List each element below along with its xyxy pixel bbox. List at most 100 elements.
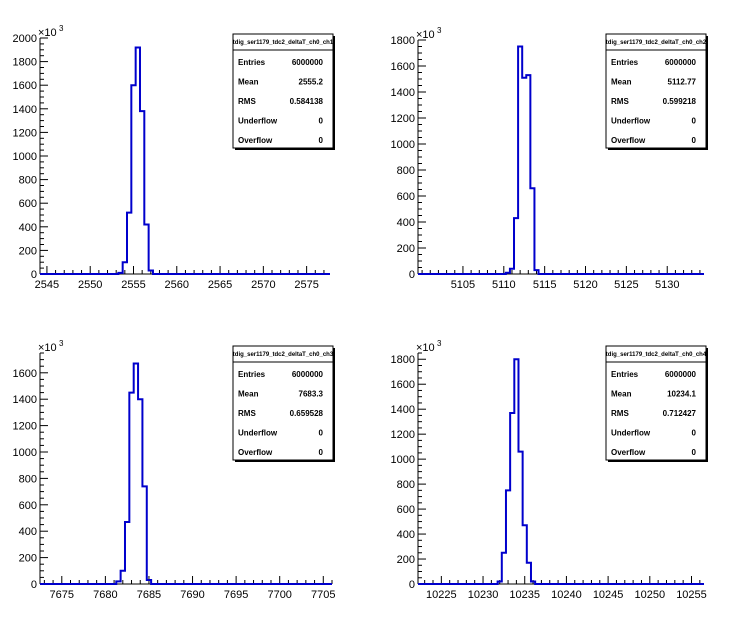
y-multiplier-exponent: 3 — [59, 24, 64, 33]
x-tick-label: 7690 — [180, 589, 204, 601]
histogram-series-line — [40, 362, 332, 585]
stat-label: Underflow — [238, 117, 278, 126]
x-tick-label: 7685 — [137, 589, 161, 601]
stat-value: 6000000 — [292, 370, 324, 379]
histogram-title: tdig_ser1179_tdc2_deltaT_ch0_ch2 — [606, 40, 707, 46]
histogram-series-line — [418, 358, 704, 585]
x-tick-label: 7680 — [93, 589, 117, 601]
stats-box-frame — [232, 33, 334, 149]
stat-label: Mean — [611, 78, 632, 87]
x-tick-label: 10255 — [676, 589, 707, 601]
stats-box: tdig_ser1179_tdc2_deltaT_ch0_ch1 Entries 6… — [232, 33, 335, 150]
y-tick-label: 600 — [19, 500, 37, 512]
y-tick-label: 200 — [397, 554, 415, 566]
histogram-panel-2: 0 200 400 600 800 1000 1200 1400 1600 1800 5105 511… — [391, 26, 708, 291]
y-tick-label: 1200 — [391, 429, 415, 441]
y-multiplier-label: ×10 — [38, 27, 57, 39]
y-tick-label: 1400 — [391, 87, 415, 99]
histogram-panel-4: 0 200 400 600 800 1000 1200 1400 1600 1800 10225 10… — [391, 339, 708, 601]
y-tick-label: 800 — [19, 473, 37, 485]
stat-value: 0 — [692, 136, 697, 145]
stat-label: RMS — [611, 97, 629, 106]
y-tick-label: 1800 — [13, 57, 37, 69]
y-tick-label: 1800 — [391, 35, 415, 47]
x-tick-label: 5130 — [655, 279, 679, 291]
stat-value: 6000000 — [292, 58, 324, 67]
x-tick-label: 5120 — [573, 279, 597, 291]
y-tick-label: 400 — [397, 529, 415, 541]
y-tick-label: 1600 — [391, 379, 415, 391]
stat-label: Underflow — [611, 429, 651, 438]
y-tick-label: 1000 — [391, 139, 415, 151]
y-tick-label: 1600 — [391, 61, 415, 73]
stat-value: 0.712427 — [663, 409, 697, 418]
x-tick-label: 2565 — [208, 279, 232, 291]
y-tick-label: 600 — [397, 191, 415, 203]
stat-value: 0 — [319, 448, 324, 457]
histogram-series-line — [418, 45, 704, 275]
x-tick-label: 10240 — [551, 589, 582, 601]
y-tick-label: 400 — [397, 217, 415, 229]
x-tick-label: 7700 — [267, 589, 291, 601]
x-tick-label: 10230 — [468, 589, 499, 601]
stat-label: Mean — [611, 390, 632, 399]
y-tick-label: 1200 — [13, 127, 37, 139]
x-tick-label: 5125 — [614, 279, 638, 291]
x-tick-label: 2570 — [251, 279, 275, 291]
stat-value: 0 — [692, 117, 697, 126]
stat-value: 0.584138 — [290, 97, 324, 106]
y-tick-label: 600 — [19, 198, 37, 210]
stat-value: 2555.2 — [299, 78, 324, 87]
y-tick-label: 600 — [397, 504, 415, 516]
x-tick-label: 10225 — [426, 589, 457, 601]
stat-label: Underflow — [238, 429, 278, 438]
histogram-panel-3: 0 200 400 600 800 1000 1200 1400 1600 7675 7680 768… — [13, 339, 336, 601]
x-tick-label: 10245 — [593, 589, 624, 601]
histogram-panel-1: 0 200 400 600 800 1000 1200 1400 1600 1800 2000 254… — [13, 24, 335, 291]
stat-value: 0.659528 — [290, 409, 324, 418]
x-tick-label: 2550 — [78, 279, 102, 291]
histogram-title: tdig_ser1179_tdc2_deltaT_ch0_ch1 — [233, 40, 334, 46]
stats-box: tdig_ser1179_tdc2_deltaT_ch0_ch4 Entries 6… — [605, 345, 708, 462]
stat-label: Entries — [611, 58, 639, 67]
y-multiplier-exponent: 3 — [437, 339, 442, 348]
stat-label: Overflow — [238, 448, 273, 457]
stats-box-frame — [605, 345, 707, 461]
x-tick-label: 10250 — [635, 589, 666, 601]
y-tick-label: 1600 — [13, 80, 37, 92]
y-multiplier-label: ×10 — [416, 29, 435, 41]
stat-value: 5112.77 — [668, 78, 697, 87]
y-multiplier-exponent: 3 — [437, 26, 442, 35]
y-tick-label: 200 — [19, 553, 37, 565]
y-tick-label: 200 — [397, 243, 415, 255]
stat-value: 0 — [692, 429, 697, 438]
y-multiplier-label: ×10 — [38, 342, 57, 354]
y-tick-label: 400 — [19, 526, 37, 538]
y-tick-label: 0 — [409, 579, 415, 591]
stat-value: 0 — [319, 117, 324, 126]
y-tick-label: 1400 — [13, 104, 37, 116]
stat-label: Mean — [238, 390, 259, 399]
y-tick-label: 1000 — [13, 447, 37, 459]
stat-label: Overflow — [611, 448, 646, 457]
y-tick-label: 0 — [409, 269, 415, 281]
x-tick-label: 2545 — [35, 279, 59, 291]
stat-label: RMS — [238, 97, 256, 106]
stat-value: 6000000 — [665, 370, 697, 379]
x-tick-label: 7695 — [224, 589, 248, 601]
stat-value: 10234.1 — [667, 390, 696, 399]
x-tick-label: 5105 — [451, 279, 475, 291]
y-tick-label: 800 — [19, 175, 37, 187]
stat-label: Entries — [611, 370, 639, 379]
y-tick-label: 200 — [19, 245, 37, 257]
y-tick-label: 1200 — [13, 421, 37, 433]
stat-label: Entries — [238, 58, 266, 67]
x-tick-label: 10235 — [509, 589, 540, 601]
stats-box-frame — [232, 345, 334, 461]
y-tick-label: 400 — [19, 222, 37, 234]
stat-value: 6000000 — [665, 58, 697, 67]
x-tick-label: 5115 — [533, 279, 557, 291]
y-tick-label: 1400 — [391, 404, 415, 416]
stat-value: 0 — [692, 448, 697, 457]
y-tick-label: 1400 — [13, 394, 37, 406]
